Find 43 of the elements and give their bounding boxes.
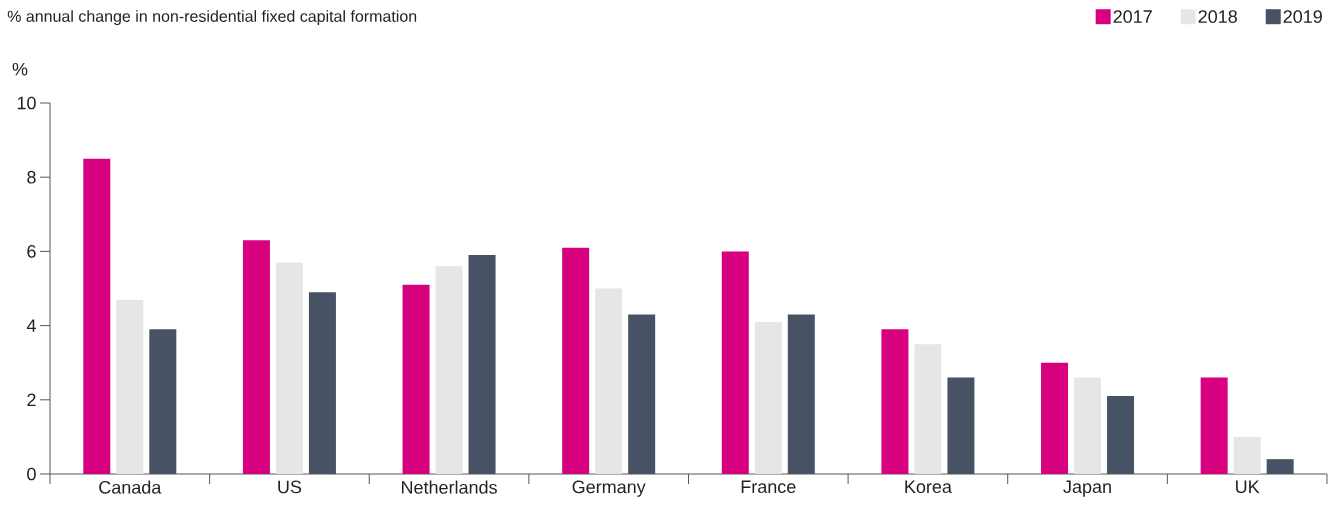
legend-label: 2017 — [1113, 10, 1152, 23]
x-tick-label: Germany — [572, 480, 646, 497]
bar — [116, 299, 144, 474]
bar — [1107, 396, 1135, 474]
bar — [914, 344, 942, 474]
y-tick-label: 10 — [17, 96, 36, 110]
bar — [149, 329, 177, 474]
bar — [787, 314, 815, 474]
y-tick-label: 4 — [26, 319, 36, 332]
bar — [881, 329, 909, 474]
legend-label: 2018 — [1198, 10, 1237, 23]
y-tick-label: 0 — [27, 467, 36, 481]
bar — [83, 158, 111, 474]
x-tick-label: UK — [1236, 480, 1260, 494]
y-axis-title: % — [12, 62, 28, 76]
bar — [754, 321, 782, 474]
chart-title: % annual change in non-residential fixed capital formation — [7, 10, 417, 26]
bar — [435, 266, 463, 474]
bar — [1200, 377, 1228, 474]
bar — [308, 292, 336, 474]
bar — [468, 255, 496, 474]
y-tick-label: 8 — [27, 170, 36, 184]
x-tick-label: Canada — [99, 480, 162, 494]
bar — [595, 288, 623, 474]
x-tick-label: Japan — [1063, 480, 1111, 497]
x-tick-label: Korea — [905, 480, 952, 494]
legend-label: 2019 — [1283, 10, 1322, 23]
y-tick-label: 2 — [27, 393, 36, 407]
bar — [402, 284, 430, 474]
y-tick-label: 6 — [27, 245, 36, 258]
bar — [562, 247, 590, 474]
x-tick-label: France — [741, 480, 796, 494]
bar — [1041, 362, 1069, 474]
x-tick-label: Netherlands — [402, 480, 497, 494]
x-tick-label: US — [278, 480, 302, 494]
bar — [275, 262, 303, 474]
bar — [947, 377, 975, 474]
bar — [242, 240, 270, 474]
bar — [1074, 377, 1102, 474]
bar — [1233, 436, 1261, 474]
bar — [628, 314, 656, 474]
bar — [1266, 459, 1294, 474]
bar — [721, 251, 749, 474]
